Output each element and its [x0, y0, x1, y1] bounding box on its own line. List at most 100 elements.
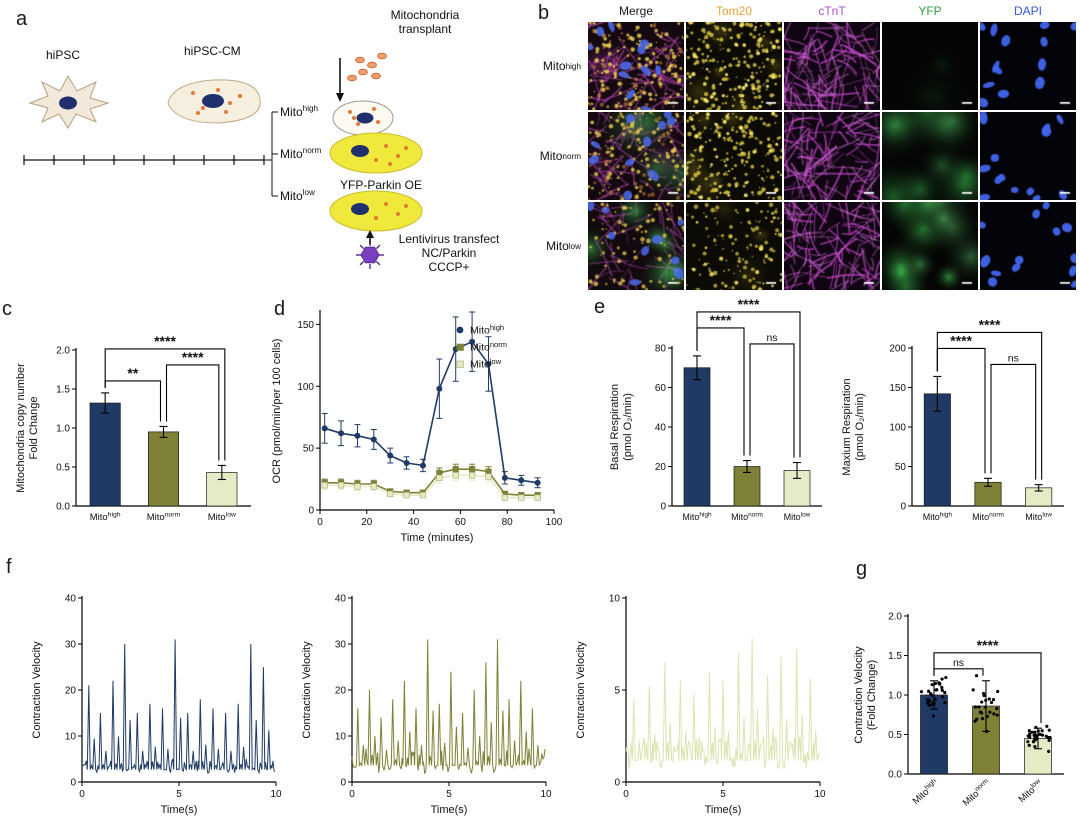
hipsc-cell: [28, 74, 110, 129]
svg-text:100: 100: [297, 382, 314, 393]
lentivirus-label: Lentivirus transfect NC/Parkin CCCP+: [398, 232, 500, 275]
svg-text:Time(s): Time(s): [431, 804, 468, 816]
svg-text:Mitohigh: Mitohigh: [470, 323, 504, 337]
chart-contraction-velocity-fold: 0.0 0.5 1.0 1.5 2.0 Contraction Velocity (Fold…: [853, 612, 1064, 809]
svg-text:(Fold Change): (Fold Change): [866, 660, 878, 730]
svg-text:2.0: 2.0: [56, 346, 70, 357]
hipsc-label: hiPSC: [46, 48, 81, 62]
yfp-cell-norm: [329, 132, 423, 174]
svg-text:5: 5: [720, 789, 726, 800]
svg-text:Mitolow: Mitolow: [1016, 778, 1045, 805]
panel-label-c: c: [2, 298, 12, 320]
svg-text:20: 20: [335, 686, 347, 697]
svg-text:60: 60: [655, 383, 667, 394]
micrograph-tile: [980, 112, 1076, 200]
svg-text:5: 5: [614, 686, 620, 697]
svg-text:Mitolow: Mitolow: [1025, 512, 1052, 523]
svg-text:Mitohigh: Mitohigh: [90, 512, 121, 524]
svg-text:Time(s): Time(s): [161, 804, 198, 816]
svg-text:60: 60: [455, 517, 467, 528]
micrograph-tile: [588, 22, 684, 110]
svg-text:Mitolow: Mitolow: [470, 357, 502, 371]
svg-text:20: 20: [65, 686, 77, 697]
micrograph-tile: [784, 202, 880, 290]
svg-text:1.5: 1.5: [56, 385, 70, 396]
svg-text:80: 80: [655, 344, 667, 355]
chart-ocr-timecourse: 0 50 100 150 OCR (pmol/min/per 100 cells) 0 20…: [271, 310, 563, 544]
svg-text:ns: ns: [766, 332, 777, 344]
yfp-cell-low: [329, 190, 423, 232]
svg-text:10: 10: [65, 732, 77, 743]
svg-text:1.5: 1.5: [888, 651, 902, 662]
panel-label-a: a: [16, 8, 28, 30]
panel-label-b: b: [538, 2, 550, 24]
svg-text:100: 100: [546, 517, 563, 528]
svg-text:150: 150: [889, 383, 906, 394]
micrograph-tile: [882, 22, 978, 110]
svg-text:0.5: 0.5: [888, 730, 902, 741]
chart-basal-respiration: 0 20 40 60 80 Basal Respiration (pmol O₂/min) M…: [609, 296, 822, 523]
micrograph-tile: [686, 112, 782, 200]
lentivirus-icon: [356, 241, 384, 269]
panel-label-e: e: [594, 296, 606, 318]
svg-text:Mitonorm: Mitonorm: [147, 512, 181, 524]
timeline: [23, 155, 265, 165]
svg-text:****: ****: [710, 312, 732, 328]
schematic-drawing: [23, 52, 423, 269]
column-header-yfp: YFP: [918, 4, 942, 18]
group-label-mito-low: Mitolow: [280, 188, 315, 203]
group-label-mito-norm: Mitonorm: [280, 146, 322, 161]
column-header-dapi: DAPI: [1013, 4, 1042, 18]
micrograph-tile: [686, 202, 782, 290]
column-header-ctnt: cTnT: [818, 4, 846, 18]
svg-text:(pmol O₂/min): (pmol O₂/min): [622, 393, 634, 461]
svg-text:0.0: 0.0: [56, 502, 70, 513]
svg-text:Mitonorm: Mitonorm: [470, 340, 507, 354]
svg-text:10: 10: [814, 789, 826, 800]
micrograph-tile: [980, 202, 1076, 290]
panel-label-g: g: [856, 558, 868, 580]
svg-text:0: 0: [660, 502, 666, 513]
svg-text:Fold Change: Fold Change: [28, 397, 40, 460]
svg-text:Time(s): Time(s): [705, 804, 742, 816]
row-label-mito-norm: Mito norm: [539, 149, 581, 163]
svg-text:Mitonorm: Mitonorm: [960, 777, 993, 808]
svg-text:Mitonorm: Mitonorm: [731, 512, 763, 523]
svg-text:Basal Respiration: Basal Respiration: [609, 384, 621, 470]
svg-text:1.0: 1.0: [888, 691, 902, 702]
svg-text:Contraction Velocity: Contraction Velocity: [575, 641, 587, 739]
svg-text:Time (minutes): Time (minutes): [401, 532, 474, 544]
svg-text:10: 10: [609, 594, 621, 605]
svg-text:****: ****: [977, 637, 999, 653]
chart-contraction-trace-high: 0 10 20 30 40 Contraction Velocity 0 5 10 Time(s): [31, 594, 282, 817]
svg-text:30: 30: [335, 640, 347, 651]
svg-text:****: ****: [979, 316, 1001, 332]
group-fork: [264, 111, 278, 197]
svg-text:Contraction Velocity: Contraction Velocity: [853, 646, 865, 744]
svg-text:ns: ns: [953, 657, 964, 669]
micrograph-tile: [882, 202, 978, 290]
svg-text:1.0: 1.0: [56, 424, 70, 435]
micrograph-tile: [784, 112, 880, 200]
svg-text:****: ****: [950, 332, 972, 348]
hipsc-cm-cell: [167, 79, 261, 124]
svg-text:Mitolow: Mitolow: [784, 512, 811, 523]
svg-text:50: 50: [895, 462, 907, 473]
svg-text:****: ****: [738, 296, 760, 312]
panel-b-microscopy: Merge Tom20 cTnT YFP DAPI Mito high Mito n…: [532, 4, 1076, 290]
svg-text:(pmol O₂/min): (pmol O₂/min): [854, 393, 866, 461]
svg-text:ns: ns: [1008, 352, 1019, 364]
micrograph-tile: [588, 202, 684, 290]
svg-text:Mitonorm: Mitonorm: [972, 512, 1004, 523]
transplant-arrow: [336, 58, 344, 102]
micrograph-tile: [588, 112, 684, 200]
svg-text:2.0: 2.0: [888, 612, 902, 623]
svg-text:10: 10: [540, 789, 552, 800]
row-label-mito-high: Mito high: [542, 59, 581, 73]
hipsc-cm-label: hiPSC-CM: [184, 44, 241, 58]
panel-a-schematic: hiPSC hiPSC-CM Mitochondria transplant Mi…: [8, 8, 523, 298]
svg-text:0: 0: [317, 517, 323, 528]
svg-text:Mitohigh: Mitohigh: [682, 512, 712, 523]
svg-text:80: 80: [502, 517, 514, 528]
svg-text:0.5: 0.5: [56, 463, 70, 474]
